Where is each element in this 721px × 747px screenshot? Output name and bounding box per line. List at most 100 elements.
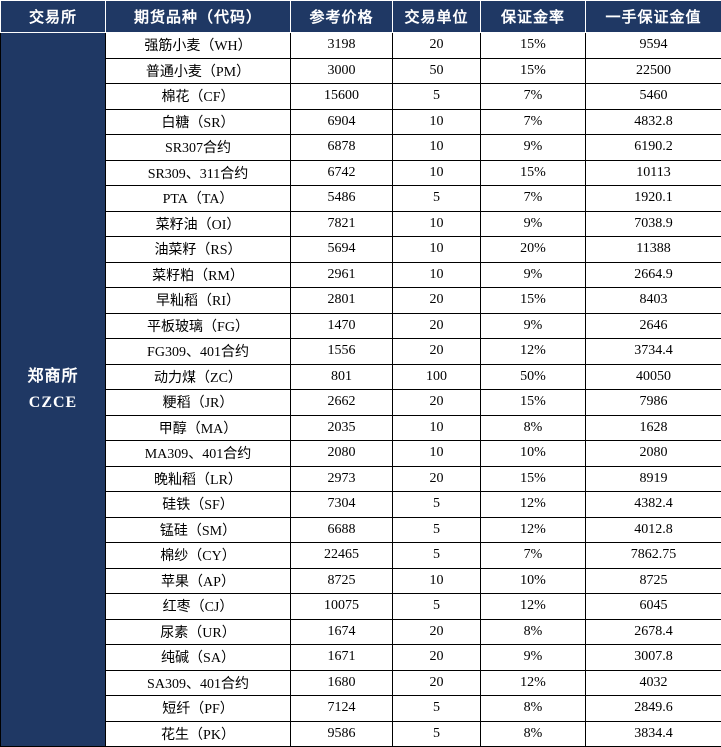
cell-unit: 20 <box>392 669 481 696</box>
table-row: 甲醇（MA） 2035 10 8% 1628 <box>1 414 721 441</box>
cell-variety: 强筋小麦（WH） <box>105 32 291 59</box>
cell-variety: 油菜籽（RS） <box>105 236 291 263</box>
cell-margin-rate: 15% <box>480 32 586 59</box>
cell-margin-rate: 15% <box>480 159 586 186</box>
cell-unit: 20 <box>392 338 481 365</box>
cell-variety: SA309、401合约 <box>105 669 291 696</box>
cell-margin-value: 2664.9 <box>585 261 721 288</box>
cell-margin-value: 2678.4 <box>585 618 721 645</box>
cell-margin-rate: 7% <box>480 542 586 569</box>
cell-margin-value: 11388 <box>585 236 721 263</box>
cell-margin-rate: 15% <box>480 389 586 416</box>
cell-price: 1556 <box>290 338 393 365</box>
cell-variety: 硅铁（SF） <box>105 491 291 518</box>
cell-margin-value: 3834.4 <box>585 720 721 747</box>
table-row: 油菜籽（RS） 5694 10 20% 11388 <box>1 236 721 263</box>
table-row: 菜籽粕（RM） 2961 10 9% 2664.9 <box>1 261 721 288</box>
table-row: SR309、311合约 6742 10 15% 10113 <box>1 159 721 186</box>
cell-margin-value: 6190.2 <box>585 134 721 161</box>
header-variety: 期货品种（代码） <box>105 0 291 33</box>
cell-margin-value: 7038.9 <box>585 210 721 237</box>
table-row: 苹果（AP） 8725 10 10% 8725 <box>1 567 721 594</box>
cell-unit: 5 <box>392 720 481 747</box>
cell-variety: 白糖（SR） <box>105 108 291 135</box>
cell-margin-rate: 8% <box>480 720 586 747</box>
cell-unit: 5 <box>392 516 481 543</box>
cell-variety: 红枣（CJ） <box>105 593 291 620</box>
cell-variety: 花生（PK） <box>105 720 291 747</box>
cell-margin-rate: 50% <box>480 363 586 390</box>
cell-margin-value: 3734.4 <box>585 338 721 365</box>
cell-variety: MA309、401合约 <box>105 440 291 467</box>
table-row: 平板玻璃（FG） 1470 20 9% 2646 <box>1 312 721 339</box>
cell-margin-rate: 8% <box>480 618 586 645</box>
cell-unit: 50 <box>392 57 481 84</box>
cell-price: 15600 <box>290 83 393 110</box>
cell-variety: 晚籼稻（LR） <box>105 465 291 492</box>
cell-variety: 早籼稻（RI） <box>105 287 291 314</box>
cell-margin-value: 8725 <box>585 567 721 594</box>
cell-price: 2035 <box>290 414 393 441</box>
cell-margin-value: 9594 <box>585 32 721 59</box>
cell-margin-value: 5460 <box>585 83 721 110</box>
cell-unit: 5 <box>392 185 481 212</box>
cell-variety: 苹果（AP） <box>105 567 291 594</box>
cell-margin-rate: 7% <box>480 83 586 110</box>
cell-price: 3000 <box>290 57 393 84</box>
cell-unit: 5 <box>392 83 481 110</box>
cell-price: 8725 <box>290 567 393 594</box>
cell-margin-rate: 20% <box>480 236 586 263</box>
cell-price: 1674 <box>290 618 393 645</box>
cell-unit: 20 <box>392 618 481 645</box>
header-unit: 交易单位 <box>392 0 481 33</box>
cell-margin-rate: 8% <box>480 414 586 441</box>
cell-margin-rate: 12% <box>480 593 586 620</box>
table-row: 纯碱（SA） 1671 20 9% 3007.8 <box>1 644 721 671</box>
cell-unit: 20 <box>392 287 481 314</box>
exchange-name: 郑商所 <box>27 367 79 385</box>
cell-variety: 平板玻璃（FG） <box>105 312 291 339</box>
table-row: 锰硅（SM） 6688 5 12% 4012.8 <box>1 516 721 543</box>
cell-margin-value: 4832.8 <box>585 108 721 135</box>
cell-variety: 尿素（UR） <box>105 618 291 645</box>
cell-margin-value: 1628 <box>585 414 721 441</box>
cell-margin-rate: 7% <box>480 108 586 135</box>
cell-price: 801 <box>290 363 393 390</box>
exchange-code: CZCE <box>28 393 78 411</box>
cell-margin-value: 1920.1 <box>585 185 721 212</box>
cell-margin-rate: 9% <box>480 134 586 161</box>
cell-price: 6878 <box>290 134 393 161</box>
cell-price: 7124 <box>290 695 393 722</box>
cell-price: 2961 <box>290 261 393 288</box>
cell-margin-rate: 12% <box>480 491 586 518</box>
cell-unit: 5 <box>392 593 481 620</box>
cell-variety: FG309、401合约 <box>105 338 291 365</box>
cell-unit: 5 <box>392 491 481 518</box>
cell-margin-rate: 12% <box>480 669 586 696</box>
cell-variety: SR307合约 <box>105 134 291 161</box>
table-row: 普通小麦（PM） 3000 50 15% 22500 <box>1 57 721 84</box>
cell-price: 9586 <box>290 720 393 747</box>
cell-margin-value: 40050 <box>585 363 721 390</box>
table-row: SA309、401合约 1680 20 12% 4032 <box>1 669 721 696</box>
cell-price: 5694 <box>290 236 393 263</box>
cell-margin-value: 2646 <box>585 312 721 339</box>
cell-margin-value: 6045 <box>585 593 721 620</box>
cell-unit: 20 <box>392 389 481 416</box>
cell-margin-rate: 9% <box>480 261 586 288</box>
cell-price: 2801 <box>290 287 393 314</box>
cell-unit: 5 <box>392 542 481 569</box>
table-row: 郑商所 CZCE 强筋小麦（WH） 3198 20 15% 9594 <box>0 32 721 747</box>
cell-price: 6904 <box>290 108 393 135</box>
table-row: 短纤（PF） 7124 5 8% 2849.6 <box>1 695 721 722</box>
table-row: 花生（PK） 9586 5 8% 3834.4 <box>1 720 721 747</box>
cell-variety: 菜籽油（OI） <box>105 210 291 237</box>
cell-margin-value: 2849.6 <box>585 695 721 722</box>
cell-margin-rate: 9% <box>480 210 586 237</box>
cell-price: 5486 <box>290 185 393 212</box>
header-exchange: 交易所 <box>0 0 106 33</box>
cell-variety: 棉花（CF） <box>105 83 291 110</box>
cell-price: 6742 <box>290 159 393 186</box>
